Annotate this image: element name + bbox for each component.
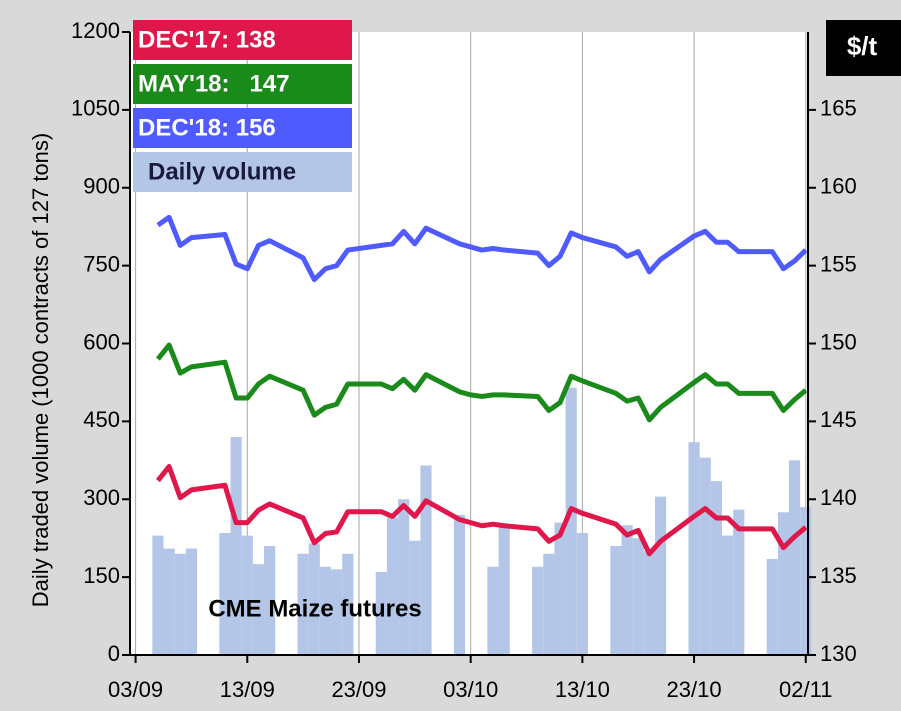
legend-box <box>133 20 352 60</box>
y2-tick-label: 145 <box>820 407 857 432</box>
volume-bar <box>375 571 387 655</box>
volume-bar <box>386 517 399 655</box>
volume-bar <box>688 442 700 655</box>
volume-bar <box>152 535 164 655</box>
volume-bar <box>308 543 320 655</box>
y-tick-label: 1050 <box>71 96 120 121</box>
volume-bar <box>319 566 332 655</box>
x-tick-label: 23/10 <box>667 677 722 702</box>
legend-box <box>133 64 352 104</box>
legend-label: DEC'17: 138 <box>138 26 276 53</box>
volume-bar <box>576 532 588 655</box>
volume-bar <box>766 558 778 655</box>
y-tick-label: 900 <box>83 174 120 199</box>
volume-bar <box>185 548 198 655</box>
x-tick-label: 03/10 <box>443 677 498 702</box>
volume-bar <box>420 465 432 655</box>
legend-box <box>133 152 352 192</box>
volume-bar <box>800 507 812 655</box>
volume-bar <box>342 553 354 655</box>
volume-bar <box>230 436 242 655</box>
y-tick-label: 0 <box>108 641 120 666</box>
volume-bar <box>487 566 499 655</box>
volume-bar <box>409 540 421 655</box>
y2-tick-label: 130 <box>820 641 857 666</box>
volume-bar <box>219 532 231 655</box>
price-line <box>155 342 808 423</box>
x-tick-label: 13/10 <box>555 677 610 702</box>
volume-bar <box>710 481 722 655</box>
y2-tick-label: 155 <box>820 251 857 276</box>
volume-bar <box>721 535 734 655</box>
volume-bar <box>789 460 801 655</box>
y-tick-label: 150 <box>83 563 120 588</box>
volume-bar <box>264 545 276 655</box>
volume-bar <box>777 512 790 655</box>
y2-tick-label: 160 <box>820 174 857 199</box>
volume-bar <box>398 499 410 655</box>
y2-axis-label: $/t <box>847 31 878 61</box>
price-line <box>156 214 808 283</box>
volume-bar <box>643 551 655 655</box>
volume-bar <box>654 496 667 655</box>
volume-bar <box>632 538 644 655</box>
legend-label: DEC'18: 156 <box>138 114 276 141</box>
price-line <box>155 464 808 557</box>
x-tick-label: 13/09 <box>220 677 275 702</box>
volume-bar <box>621 525 633 655</box>
x-tick-label: 02/11 <box>779 677 832 702</box>
legend-label: Daily volume <box>148 158 296 185</box>
y-axis-label: Daily traded volume (1000 contracts of 1… <box>28 133 53 607</box>
y-tick-label: 750 <box>83 251 120 276</box>
y-tick-label: 450 <box>83 407 120 432</box>
volume-bar <box>241 535 253 655</box>
volume-bar <box>498 525 510 655</box>
y2-tick-label: 165 <box>820 96 857 121</box>
volume-bar <box>610 545 622 655</box>
volume-bar <box>699 457 711 655</box>
volume-bar <box>331 569 343 655</box>
volume-bar <box>163 548 175 655</box>
volume-bar <box>252 564 265 655</box>
annotation: CME Maize futures <box>208 595 421 622</box>
volume-bar <box>733 509 745 655</box>
y2-tick-label: 150 <box>820 329 857 354</box>
y-tick-label: 1200 <box>71 18 120 43</box>
x-tick-label: 23/09 <box>331 677 386 702</box>
y2-tick-label: 140 <box>820 485 857 510</box>
volume-bar <box>297 553 309 655</box>
y-tick-label: 300 <box>83 485 120 510</box>
y2-tick-label: 135 <box>820 563 857 588</box>
volume-bar <box>453 514 466 655</box>
y-tick-label: 600 <box>83 329 120 354</box>
volume-bar <box>565 387 577 655</box>
volume-bar <box>554 522 566 655</box>
legend-box <box>133 108 352 148</box>
legend-label: MAY'18: 147 <box>138 70 290 97</box>
volume-bar <box>543 553 555 655</box>
volume-bar <box>532 566 544 655</box>
volume-bar <box>174 553 186 655</box>
x-tick-label: 03/09 <box>108 677 163 702</box>
y2-label-box <box>826 20 901 76</box>
